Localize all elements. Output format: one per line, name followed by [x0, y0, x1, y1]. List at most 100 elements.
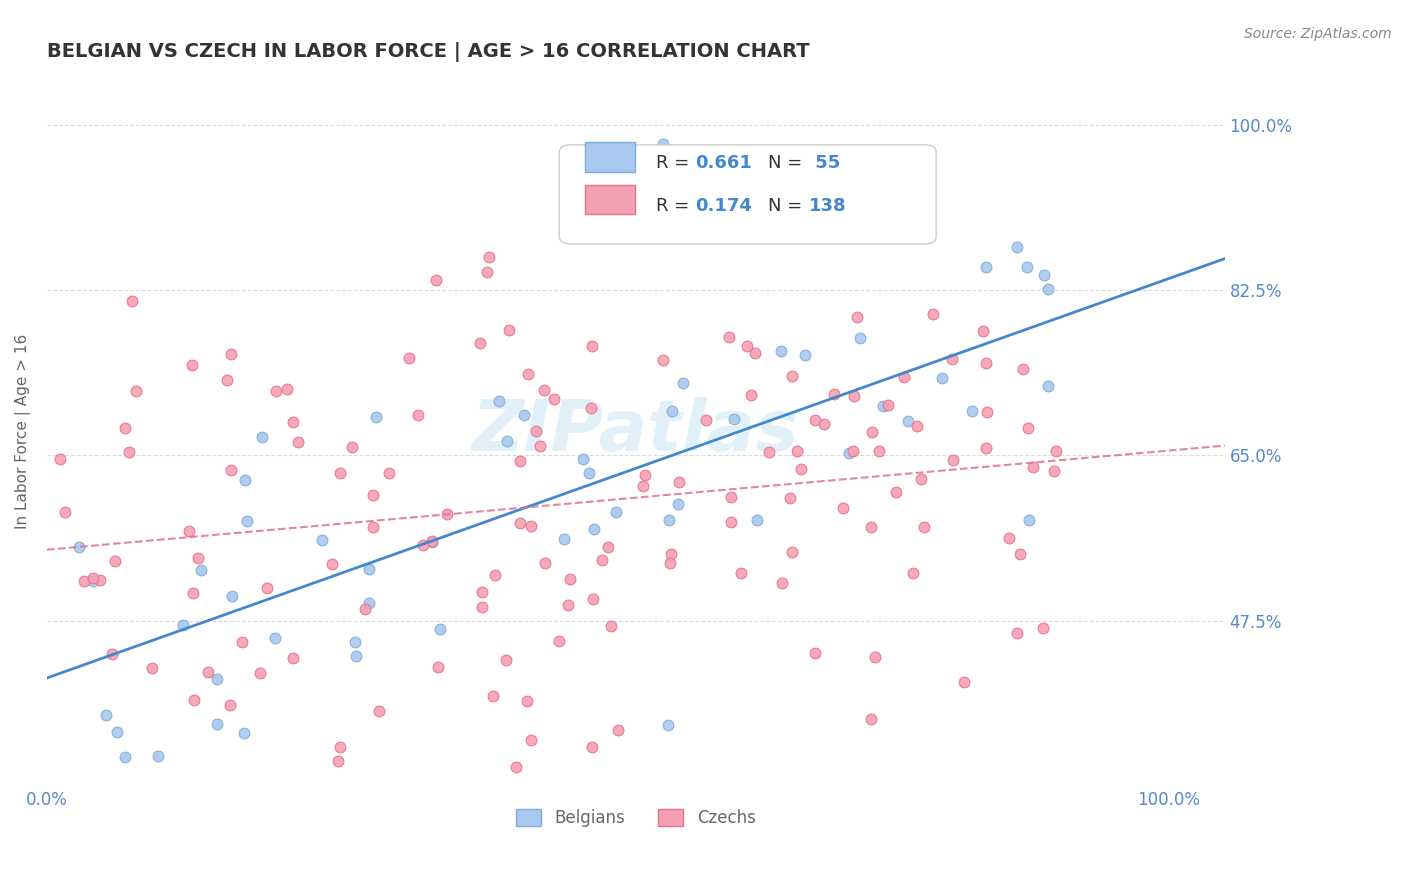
Point [974, 356, 997, 370]
Point [974, 441, 997, 455]
Point [104, 554, 127, 568]
Point [498, 323, 520, 337]
Point [599, 619, 621, 633]
Point [488, 394, 510, 409]
Point [219, 347, 242, 361]
Point [860, 520, 883, 534]
Point [520, 518, 543, 533]
Point [363, 520, 385, 534]
Point [557, 598, 579, 612]
Point [845, 310, 868, 324]
Point [121, 293, 143, 308]
Point [735, 339, 758, 353]
Point [420, 533, 443, 548]
Point [912, 520, 935, 534]
Point [72, 574, 94, 588]
Point [730, 566, 752, 580]
Point [666, 497, 689, 511]
Point [758, 445, 780, 459]
Point [141, 661, 163, 675]
Point [468, 336, 491, 351]
Point [813, 417, 835, 431]
Point [972, 324, 994, 338]
Point [524, 425, 547, 439]
Point [1032, 621, 1054, 635]
Legend: Belgians, Czechs: Belgians, Czechs [509, 803, 762, 834]
Point [367, 704, 389, 718]
FancyBboxPatch shape [585, 142, 634, 172]
Point [250, 430, 273, 444]
Point [782, 545, 804, 559]
Point [146, 748, 169, 763]
Point [581, 339, 603, 353]
Point [183, 692, 205, 706]
Point [329, 740, 352, 755]
Text: 55: 55 [808, 154, 841, 172]
Point [1005, 240, 1028, 254]
Point [512, 408, 534, 422]
Point [1015, 260, 1038, 274]
Text: R =: R = [655, 196, 695, 215]
Point [657, 717, 679, 731]
Point [67, 540, 90, 554]
Text: R =: R = [655, 154, 695, 172]
Point [1042, 464, 1064, 478]
Text: 0.661: 0.661 [695, 154, 752, 172]
Point [695, 413, 717, 427]
Point [276, 383, 298, 397]
Point [823, 387, 845, 401]
Point [517, 367, 540, 381]
Point [283, 650, 305, 665]
Point [960, 404, 983, 418]
Point [841, 444, 863, 458]
Text: 138: 138 [808, 196, 846, 215]
Point [207, 673, 229, 687]
Point [581, 401, 603, 416]
Point [893, 369, 915, 384]
Point [804, 646, 827, 660]
Point [249, 665, 271, 680]
Point [235, 473, 257, 487]
Y-axis label: In Labor Force | Age > 16: In Labor Force | Age > 16 [15, 334, 31, 529]
Text: N =: N = [768, 196, 808, 215]
Point [1036, 379, 1059, 393]
Point [363, 487, 385, 501]
Point [471, 599, 494, 614]
Point [865, 650, 887, 665]
Point [219, 462, 242, 476]
Point [101, 648, 124, 662]
Point [659, 547, 682, 561]
Point [420, 534, 443, 549]
Point [408, 408, 430, 422]
Point [495, 653, 517, 667]
Point [1018, 513, 1040, 527]
Point [357, 562, 380, 576]
Point [553, 532, 575, 546]
Point [1008, 547, 1031, 561]
Point [770, 575, 793, 590]
Point [582, 591, 605, 606]
Point [264, 632, 287, 646]
Point [326, 755, 349, 769]
Point [366, 410, 388, 425]
Point [187, 551, 209, 566]
Point [582, 522, 605, 536]
Point [82, 574, 104, 588]
Point [478, 250, 501, 264]
Point [236, 514, 259, 528]
Point [1022, 460, 1045, 475]
Point [720, 490, 742, 504]
Point [786, 444, 808, 458]
Point [543, 392, 565, 406]
Point [651, 136, 673, 151]
Point [953, 674, 976, 689]
Point [931, 371, 953, 385]
Point [903, 566, 925, 581]
Point [876, 398, 898, 412]
Point [190, 563, 212, 577]
Point [941, 351, 963, 366]
Point [803, 412, 825, 426]
Point [48, 452, 70, 467]
Point [509, 453, 531, 467]
Point [496, 434, 519, 449]
